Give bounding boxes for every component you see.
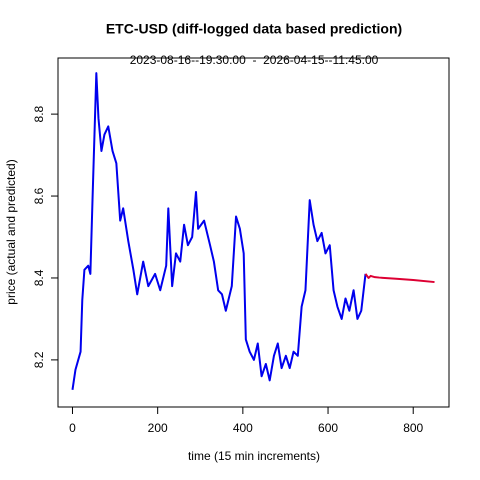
y-axis-label: price (actual and predicted) [4, 159, 18, 304]
line-series [71, 72, 367, 390]
y-tick-label: 8.4 [32, 269, 46, 286]
x-tick-label: 800 [403, 421, 423, 435]
x-tick-label: 600 [318, 421, 338, 435]
x-tick-label: 200 [148, 421, 168, 435]
chart-subtitle: 2023-08-16--19:30:00 - 2026-04-15--11:45… [130, 53, 379, 67]
plot-frame [57, 57, 450, 408]
x-tick-label: 400 [233, 421, 253, 435]
y-tick-label: 8.6 [32, 187, 46, 204]
chart-title: ETC-USD (diff-logged data based predicti… [106, 21, 402, 37]
x-axis-label: time (15 min increments) [188, 449, 320, 463]
y-tick-label: 8.2 [32, 351, 46, 368]
line-series [364, 273, 435, 284]
y-tick-label: 8.8 [32, 105, 46, 122]
x-tick-label: 0 [69, 421, 76, 435]
